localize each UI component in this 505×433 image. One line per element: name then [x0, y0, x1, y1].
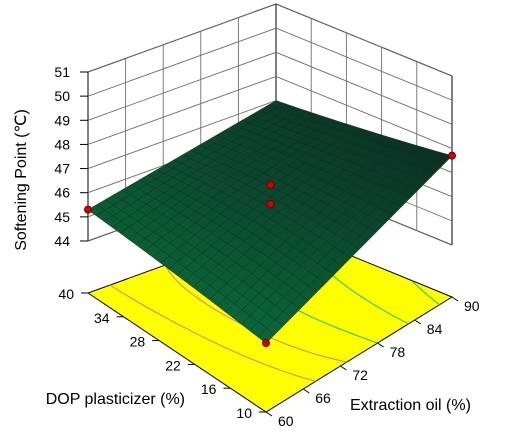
design-point-marker — [84, 205, 93, 214]
z-tick-label: 45 — [54, 209, 70, 225]
z-tick-label: 47 — [54, 161, 70, 177]
y-tick-label: 84 — [427, 321, 443, 337]
wall-gridlines — [87, 3, 453, 246]
z-tick-label: 46 — [54, 185, 70, 201]
z-tick-label: 51 — [54, 64, 70, 80]
z-tick-label: 49 — [54, 112, 70, 128]
x-tick-label: 40 — [58, 286, 74, 302]
contour-line — [109, 284, 316, 382]
y-tick-mark — [302, 388, 310, 394]
z-gridline — [87, 75, 453, 149]
x-tick-label: 10 — [236, 405, 252, 421]
y-tick-mark — [451, 296, 459, 302]
z-tick-label: 50 — [54, 88, 70, 104]
z-gridline — [87, 51, 453, 125]
y-tick-label: 66 — [315, 390, 331, 406]
design-point-marker — [447, 151, 456, 160]
y-tick-mark — [340, 365, 347, 371]
y-axis-title: Extraction oil (%) — [350, 397, 471, 414]
y-tick-label: 90 — [464, 298, 480, 314]
design-point-marker — [266, 200, 275, 209]
y-tick-mark — [414, 319, 422, 325]
z-tick-label: 44 — [54, 233, 70, 249]
contour-line — [164, 264, 347, 363]
tick-labels: 44 45 46 47 48 49 50 51 10 16 22 28 34 40 60 66 72 78 84 90 — [54, 64, 479, 429]
z-axis-title: Softening Point (℃) — [13, 109, 30, 251]
z-gridline — [87, 27, 453, 101]
x-axis-title: DOP plasticizer (%) — [46, 391, 185, 408]
design-point-marker — [266, 180, 275, 189]
x-tick-label: 28 — [130, 334, 146, 350]
design-points — [84, 151, 456, 348]
surface-edge — [87, 209, 267, 344]
y-tick-label: 78 — [390, 344, 406, 360]
contour-line — [411, 280, 440, 306]
y-tick-mark — [377, 342, 384, 348]
y-tick-label: 60 — [278, 413, 294, 429]
surface-edge — [265, 155, 453, 344]
x-tick-label: 34 — [94, 310, 110, 326]
z-tick-label: 48 — [54, 136, 70, 152]
x-tick-label: 22 — [165, 357, 181, 373]
x-tick-label: 16 — [201, 381, 217, 397]
y-tick-mark — [265, 411, 273, 417]
z-gridline — [87, 3, 453, 77]
response-surface — [87, 100, 453, 344]
design-point-marker — [261, 339, 270, 348]
y-tick-label: 72 — [352, 367, 368, 383]
